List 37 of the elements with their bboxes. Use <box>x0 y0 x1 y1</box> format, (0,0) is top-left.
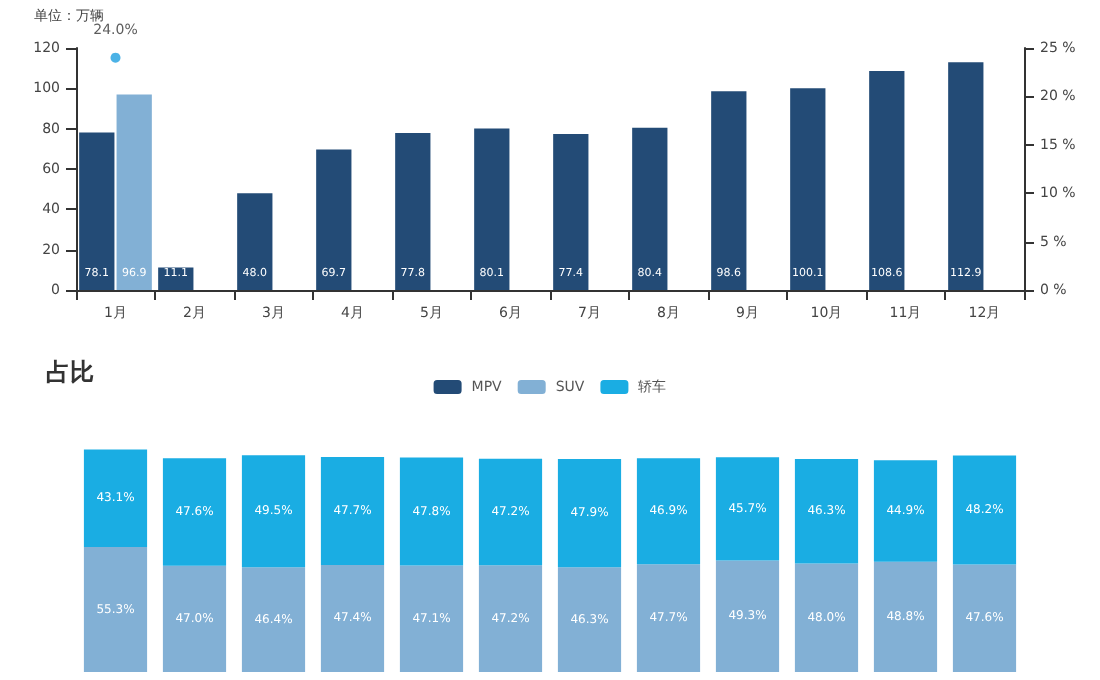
bar <box>237 193 273 290</box>
bar <box>162 565 227 672</box>
bar <box>478 458 543 566</box>
bar <box>636 458 701 565</box>
bar <box>79 132 115 290</box>
bar <box>948 62 984 290</box>
bar <box>83 449 148 548</box>
bar <box>632 127 668 290</box>
bar <box>553 133 589 290</box>
bar <box>715 457 780 561</box>
bar <box>794 458 859 564</box>
bar <box>399 565 464 672</box>
bar <box>873 561 938 672</box>
bar <box>241 567 306 672</box>
bar <box>162 458 227 566</box>
bar <box>711 91 747 290</box>
bar <box>636 564 701 672</box>
bar <box>790 88 826 290</box>
bar <box>952 564 1017 672</box>
bar <box>241 455 306 568</box>
bar <box>395 133 431 290</box>
bar <box>869 70 905 290</box>
bar <box>320 564 385 672</box>
bar <box>474 128 510 290</box>
bar <box>557 459 622 568</box>
bar <box>83 547 148 672</box>
bar <box>794 563 859 672</box>
bar <box>557 567 622 672</box>
chart-title: 占比 <box>46 358 94 386</box>
bar <box>320 457 385 565</box>
bar <box>952 455 1017 565</box>
bar <box>873 460 938 562</box>
bar <box>316 149 352 290</box>
bar <box>715 560 780 672</box>
bar <box>116 94 152 290</box>
bar <box>478 565 543 672</box>
bar <box>399 457 464 566</box>
